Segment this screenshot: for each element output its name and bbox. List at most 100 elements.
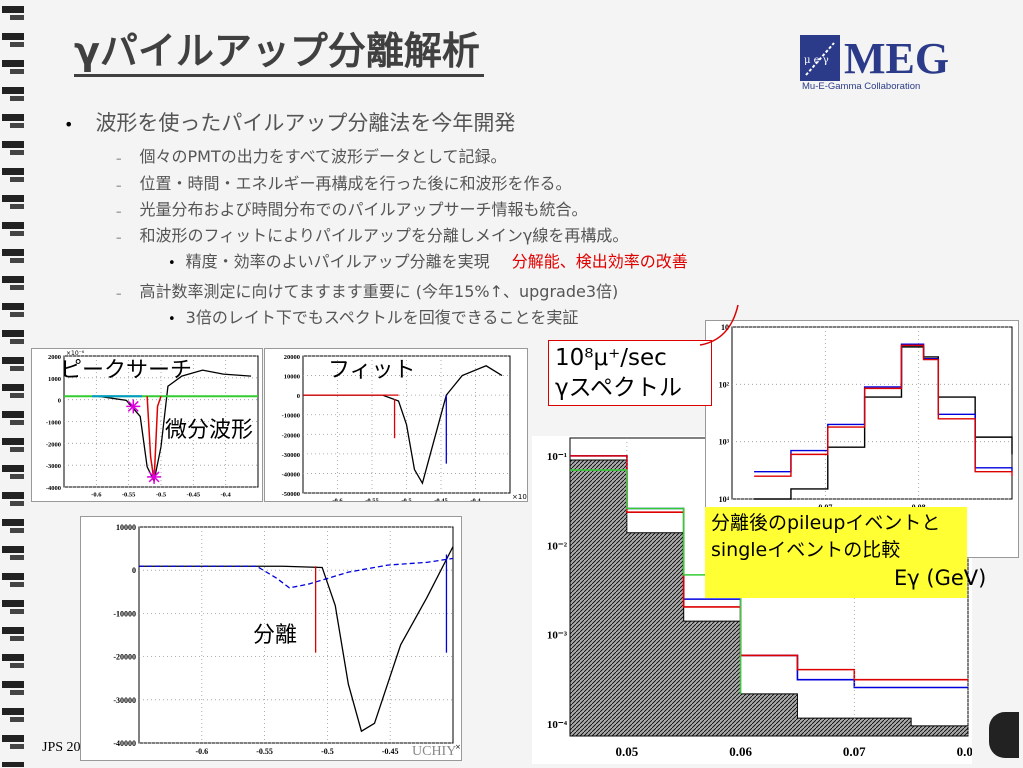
notebook-spiral — [2, 6, 24, 767]
spiral-ring-hole — [10, 690, 24, 695]
bullet-l2-1: – 個々のPMTの出力をすべて波形データとして記録。 — [116, 147, 507, 166]
spiral-ring — [2, 573, 24, 580]
x-tick-label: -0.4 — [470, 498, 481, 502]
y-tick-label: -3000 — [46, 463, 61, 470]
x-tick-label: -0.5 — [156, 492, 167, 499]
x-exponent-label: ×10⁻⁶ — [512, 493, 527, 501]
peak-marker — [132, 400, 139, 407]
bullet-l2-4: – 和波形のフィットによりパイルアップを分離しメインγ線を再構成。 — [116, 226, 629, 245]
spiral-ring — [2, 330, 24, 337]
spiral-ring — [2, 546, 24, 553]
spiral-ring-hole — [10, 285, 24, 290]
egamma-axis-label: Eγ (GeV) — [894, 566, 987, 590]
spiral-ring-hole — [10, 204, 24, 209]
peak-marker — [153, 471, 160, 478]
x-tick-label: -0.6 — [332, 498, 343, 502]
logo-text: MEG — [844, 34, 949, 83]
x-tick-label: -0.55 — [365, 498, 379, 502]
y-tick-label: -30000 — [282, 452, 300, 459]
x-tick-label: -0.5 — [321, 747, 334, 756]
spiral-ring-hole — [10, 609, 24, 614]
logo-subtitle: Mu-E-Gamma Collaboration — [802, 81, 920, 91]
spiral-ring — [2, 114, 24, 121]
plot-frame — [138, 526, 454, 744]
meg-logo: μ e γ MEG Mu-E-Gamma Collaboration — [800, 33, 996, 92]
x-tick-label: -0.6 — [195, 747, 208, 756]
peak-search-plot: 2000 1000 0 -1000 -2000 -3000 -4000 -0.6 -0.55 -0… — [31, 348, 263, 502]
y-exponent-label: ×10⁻⁶ — [66, 350, 85, 357]
fit-label: フィット — [328, 358, 416, 383]
spiral-ring-hole — [10, 258, 24, 263]
spiral-ring — [2, 708, 24, 715]
spiral-ring-hole — [10, 366, 24, 371]
spiral-ring-hole — [10, 717, 24, 722]
x-tick-label: -0.55 — [256, 747, 273, 756]
y-tick-label: 2000 — [48, 354, 61, 361]
footer-left: JPS 20 — [42, 740, 81, 755]
y-tick-label: -20000 — [282, 432, 300, 439]
spiral-ring-hole — [10, 312, 24, 317]
highlight-resolution: 分解能、検出効率の改善 — [511, 252, 688, 271]
y-tick-label: -50000 — [282, 491, 300, 498]
footer-center: UCHIY — [412, 744, 457, 759]
y-tick-label: 10² — [719, 380, 730, 389]
spiral-ring — [2, 654, 24, 661]
spiral-ring-hole — [10, 474, 24, 479]
peak-marker — [153, 476, 160, 483]
y-tick-label: 0 — [132, 566, 136, 575]
series-line-0 — [139, 546, 454, 733]
y-tick-label: 1000 — [48, 376, 61, 383]
bullet-l3-7: • 3倍のレイト下でもスペクトルを回復できることを実証 — [168, 308, 579, 327]
peak-search-chart: 2000 1000 0 -1000 -2000 -3000 -4000 -0.6 -0.55 -0… — [46, 350, 259, 499]
spiral-ring — [2, 465, 24, 472]
slide-title: γパイルアップ分離解析 — [74, 28, 484, 77]
compare-x-tick: 0.05 — [615, 744, 638, 759]
separation-label: 分離 — [253, 623, 298, 648]
meg-logo-graphic: μ e γ MEG Mu-E-Gamma Collaboration — [800, 34, 949, 92]
x-tick-label: -0.4 — [221, 492, 232, 499]
y-tick-label: 10 — [721, 323, 729, 332]
plot-frame — [731, 326, 1013, 500]
y-tick-label: -4000 — [46, 485, 61, 492]
y-tick-label: 10000 — [284, 374, 300, 381]
spiral-ring — [2, 87, 24, 94]
spiral-ring — [2, 681, 24, 688]
spiral-ring-hole — [10, 150, 24, 155]
y-tick-label: 0 — [297, 393, 300, 400]
spiral-ring — [2, 411, 24, 418]
y-tick-label: 20000 — [284, 354, 300, 361]
spiral-ring — [2, 195, 24, 202]
spiral-ring — [2, 735, 24, 742]
compare-box: 分離後のpileupイベントとsingleイベントの比較 — [705, 507, 967, 598]
y-tick-label: -20000 — [113, 653, 136, 662]
bullet-l2-3: – 光量分布および時間分布でのパイルアップサーチ情報も統合。 — [116, 200, 588, 219]
spiral-ring-hole — [10, 69, 24, 74]
x-tick-label: -0.6 — [91, 492, 102, 499]
spiral-ring-hole — [10, 231, 24, 236]
y-tick-label: -1000 — [46, 420, 61, 427]
x-tick-label: -0.55 — [122, 492, 136, 499]
spiral-ring — [2, 60, 24, 67]
rate-box: 10⁸μ⁺/sec γスペクトル — [548, 340, 712, 406]
spiral-ring-hole — [10, 177, 24, 182]
spiral-ring-hole — [10, 447, 24, 452]
y-tick-label: -40000 — [282, 471, 300, 478]
spiral-ring-hole — [10, 339, 24, 344]
y-tick-label: -30000 — [113, 696, 136, 705]
series-line-1 — [139, 557, 454, 589]
compare-y-tick: 10⁻² — [547, 540, 568, 552]
compare-x-tick: 0.06 — [729, 744, 752, 759]
spiral-ring — [2, 303, 24, 310]
compare-y-tick: 10⁻¹ — [547, 451, 567, 463]
spiral-ring — [2, 492, 24, 499]
spiral-ring — [2, 141, 24, 148]
spiral-ring-hole — [10, 420, 24, 425]
spiral-ring-hole — [10, 663, 24, 668]
compare-x-tick: 0.07 — [843, 744, 866, 759]
bullet-l2-6: – 高計数率測定に向けてますます重要に (今年15%↑、upgrade3倍) — [116, 282, 619, 301]
spiral-ring — [2, 357, 24, 364]
fit-plot: 20000 10000 0 -10000 -20000 -30000 -40000 -5000… — [264, 348, 533, 505]
rate-box-arrow — [699, 304, 739, 346]
gamma-spectrum-chart: 1010²10³10⁴0.070.08 — [719, 323, 1013, 512]
spiral-ring-hole — [10, 636, 24, 641]
